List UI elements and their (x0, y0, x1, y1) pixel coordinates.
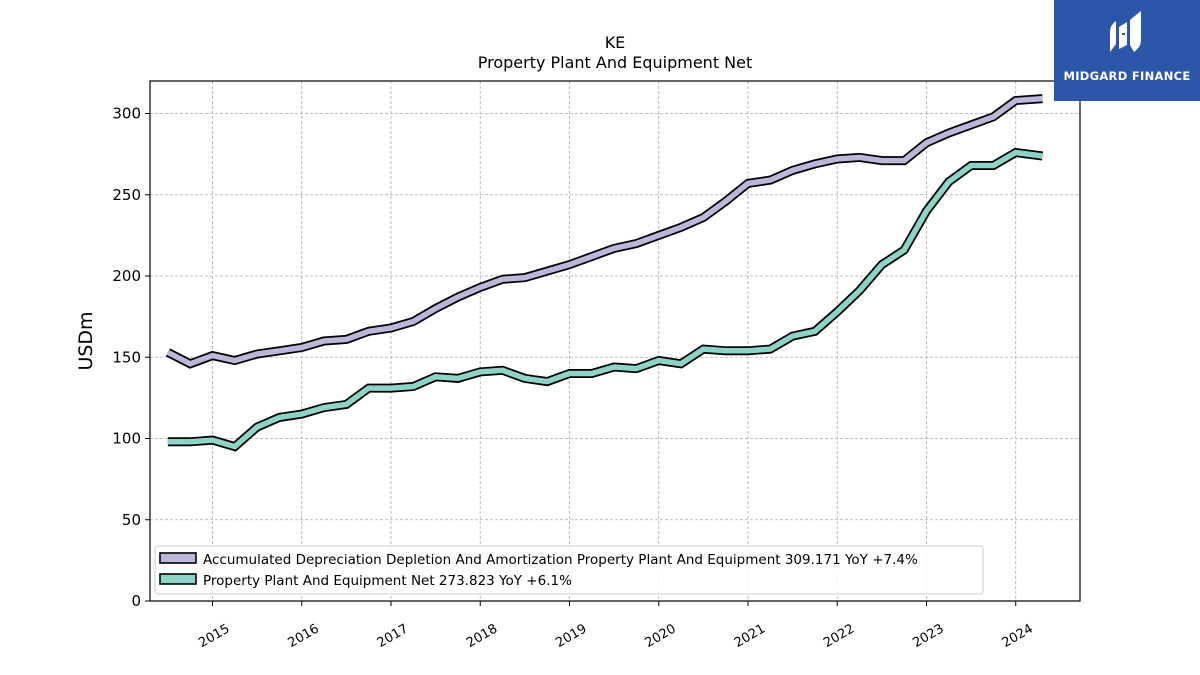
grid-lines (150, 81, 1080, 602)
legend-swatch (159, 552, 197, 564)
x-axis: 2015 2016 2017 2018 2019 2020 2021 2022 2023 2024 (196, 601, 1036, 651)
logo-icon (1110, 11, 1141, 52)
y-tick-label: 50 (122, 511, 141, 529)
x-tick-label: 2023 (910, 621, 946, 651)
y-tick-label: 100 (112, 430, 141, 448)
y-tick-label: 300 (112, 105, 141, 123)
legend-label: Accumulated Depreciation Depletion And A… (203, 552, 918, 568)
x-tick-label: 2022 (821, 621, 857, 651)
legend-box (154, 545, 984, 595)
y-axis: 0 50 100 150 200 250 300 (112, 105, 150, 610)
y-tick-label: 200 (112, 267, 141, 285)
y-tick-label: 150 (112, 348, 141, 366)
series-line (166, 95, 1043, 367)
series-layer (165, 94, 1044, 452)
x-tick-label: 2017 (375, 621, 411, 651)
y-tick-label: 0 (131, 592, 141, 610)
x-tick-label: 2016 (286, 621, 322, 651)
chart-title: KE (605, 33, 626, 52)
brand-logo: MIDGARD FINANCE (1054, 0, 1200, 101)
legend-swatch (159, 573, 197, 585)
legend: Accumulated Depreciation Depletion And A… (154, 545, 984, 595)
x-tick-label: 2019 (553, 621, 589, 651)
chart-subtitle: Property Plant And Equipment Net (478, 53, 753, 72)
x-tick-label: 2020 (643, 621, 679, 651)
series-line-outline (167, 147, 1044, 452)
x-tick-label: 2024 (1000, 621, 1036, 651)
x-tick-label: 2018 (464, 621, 500, 651)
y-tick-label: 250 (112, 186, 141, 204)
legend-label: Property Plant And Equipment Net 273.823… (203, 573, 572, 589)
y-axis-label: USDm (75, 311, 97, 370)
plot-frame (149, 80, 1081, 602)
x-tick-label: 2021 (732, 621, 768, 651)
series-line (167, 149, 1043, 450)
x-tick-label: 2015 (196, 621, 232, 651)
brand-name: MIDGARD FINANCE (1063, 69, 1191, 83)
